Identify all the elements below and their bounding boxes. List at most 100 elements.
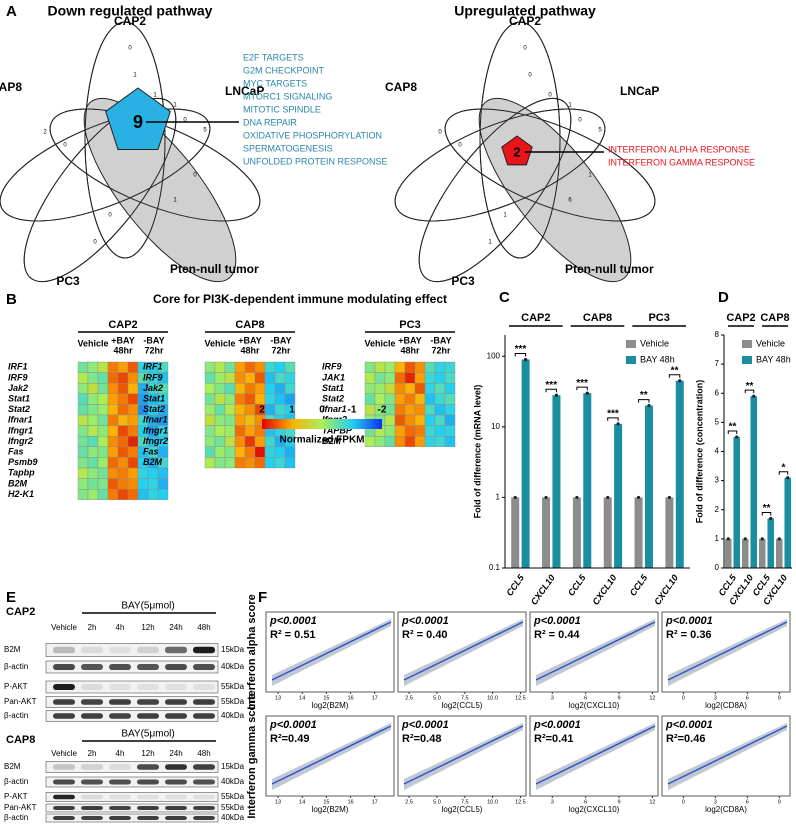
- heatmap-cell: [137, 478, 149, 490]
- heatmap-cell: [127, 446, 139, 458]
- heatmap-cell: [107, 383, 119, 395]
- point: [678, 379, 682, 383]
- heatmap-cell: [234, 372, 246, 384]
- heatmap-cell: [77, 478, 89, 490]
- heatmap-cell: [87, 404, 99, 416]
- heatmap-title: CAP2: [108, 319, 137, 331]
- x-tick-label: 7.5: [461, 799, 469, 805]
- r-squared: R² = 0.51: [270, 629, 316, 641]
- significance-bracket: [638, 399, 650, 403]
- heatmap-cell: [214, 414, 226, 426]
- bar: [675, 380, 684, 568]
- band: [193, 779, 215, 785]
- heatmap-cell: [224, 436, 236, 448]
- region-count: 5: [203, 128, 207, 134]
- r-squared: R² = 0.36: [666, 629, 712, 641]
- gene-label: Ifngr2: [8, 436, 33, 446]
- band: [53, 664, 75, 670]
- legend-swatch: [742, 356, 752, 364]
- heatmap-cell: [107, 372, 119, 384]
- significance: **: [729, 422, 737, 433]
- heatmap-cell: [204, 457, 216, 469]
- regression-line: [271, 621, 392, 681]
- region-count: 1: [568, 103, 572, 109]
- significance: ***: [545, 380, 557, 391]
- heatmap-cell: [444, 393, 456, 405]
- heatmap-cell: [284, 372, 296, 384]
- x-tick-label: 0: [682, 695, 685, 701]
- heatmap-cell: [117, 457, 129, 469]
- heatmap-cell: [384, 436, 396, 448]
- heatmap-cell: [384, 425, 396, 437]
- pathway: G2M CHECKPOINT: [243, 65, 325, 75]
- band: [193, 816, 215, 820]
- heatmap-cell: [97, 478, 109, 490]
- heatmap-cell: [107, 489, 119, 501]
- heatmap-cell: [234, 404, 246, 416]
- colorbar-tick: 0: [319, 405, 325, 416]
- heatmap-cell: [444, 414, 456, 426]
- venn-outline: [0, 108, 211, 222]
- y-tick-label: 3: [715, 476, 720, 485]
- heatmap-cell: [434, 372, 446, 384]
- heatmap-cell: [87, 436, 99, 448]
- heatmap-cell: [107, 436, 119, 448]
- heatmap-cell: [424, 372, 436, 384]
- heatmap-cell: [424, 436, 436, 448]
- x-tick-label: 13: [275, 695, 281, 701]
- panel-letter: A: [6, 3, 17, 20]
- y-tick-label: 6: [715, 388, 720, 397]
- point: [513, 495, 517, 500]
- lane-label: 2h: [88, 623, 97, 632]
- heatmap-cell: [444, 436, 456, 448]
- panel-letter: D: [718, 289, 729, 306]
- gene-label: Stat1: [322, 383, 344, 393]
- x-tick-label: 6: [584, 799, 587, 805]
- heatmap-cell: [214, 372, 226, 384]
- gene-label: Ifnar1: [8, 415, 33, 425]
- region-count: 0: [63, 143, 67, 149]
- x-tick-label: 9: [618, 799, 621, 805]
- band: [53, 713, 75, 719]
- gene-label: Stat2: [322, 393, 344, 403]
- heatmap-cell: [424, 393, 436, 405]
- bar: [583, 393, 592, 568]
- region-count: 0: [108, 213, 112, 219]
- heatmap-cell: [214, 383, 226, 395]
- y-tick-label: 1: [715, 534, 720, 543]
- heatmap-title: PC3: [399, 319, 420, 331]
- heatmap-cell: [404, 425, 416, 437]
- legend-swatch: [742, 340, 752, 348]
- bar: [634, 497, 643, 568]
- heatmap-cell: [234, 361, 246, 373]
- heatmap-cell: [424, 425, 436, 437]
- band: [81, 806, 103, 810]
- regression-line: [403, 725, 524, 785]
- heatmap-cell: [77, 457, 89, 469]
- region-count: 1: [503, 213, 507, 219]
- heatmap-cell: [224, 457, 236, 469]
- band: [193, 699, 215, 705]
- p-value: p<0.0001: [269, 615, 317, 627]
- venn-outline: [479, 21, 561, 259]
- heatmap-cell: [157, 478, 169, 490]
- heatmap-cell: [374, 372, 386, 384]
- set-label: CAP2: [509, 14, 541, 28]
- heatmap-cell: [97, 414, 109, 426]
- gene-label: IRF9: [143, 372, 163, 382]
- heatmap-cell: [127, 467, 139, 479]
- heatmap-cell: [97, 404, 109, 416]
- heatmap-cell: [264, 361, 276, 373]
- heatmap-cell: [77, 446, 89, 458]
- gene-label: Ifngr2: [143, 436, 168, 446]
- heatmap-cell: [214, 404, 226, 416]
- region-count: 6: [568, 198, 572, 204]
- band: [109, 646, 131, 654]
- pathway: MYC TARGETS: [243, 78, 307, 88]
- heatmap-cell: [87, 446, 99, 458]
- gene-label: IRF9: [322, 362, 342, 372]
- heatmap-cell: [264, 404, 276, 416]
- point: [585, 391, 589, 395]
- heatmap-cell: [254, 436, 266, 448]
- gene-label: Fas: [8, 446, 24, 456]
